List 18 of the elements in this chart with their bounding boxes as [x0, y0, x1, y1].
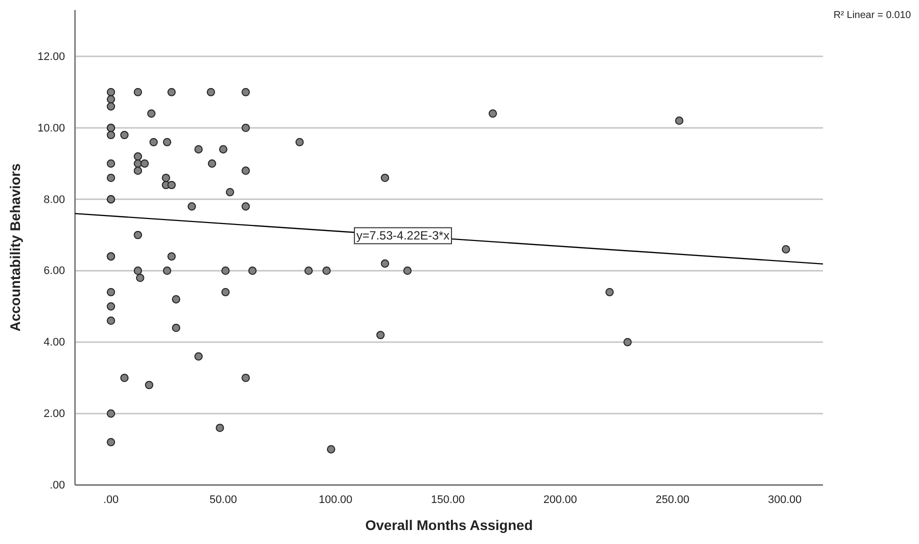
- text: R² Linear = 0.010: [833, 10, 912, 21]
- x-tick-label: 100.00: [318, 494, 352, 506]
- x-tick-label: 200.00: [543, 494, 578, 506]
- y-tick-label: .00: [50, 480, 65, 492]
- y-tick-label: 12.00: [37, 50, 65, 63]
- x-tick-label: .00: [103, 494, 119, 506]
- y-tick-label: 4.00: [44, 336, 65, 349]
- y-axis-title: Accountability Behaviors: [7, 163, 23, 332]
- x-tick-label: 150.00: [431, 494, 465, 506]
- x-tick-label: 300.00: [768, 494, 802, 506]
- y-tick-label: 2.00: [44, 408, 65, 420]
- y-tick-label: 6.00: [44, 265, 65, 278]
- y-tick-label: 10.00: [37, 122, 65, 134]
- x-tick-label: 250.00: [656, 494, 690, 506]
- annotation: y=7.53-4.22E-3*x: [356, 228, 450, 243]
- x-tick-label: 50.00: [209, 494, 238, 506]
- y-tick-label: 8.00: [44, 194, 65, 206]
- x-axis-title: Overall Months Assigned: [365, 517, 533, 533]
